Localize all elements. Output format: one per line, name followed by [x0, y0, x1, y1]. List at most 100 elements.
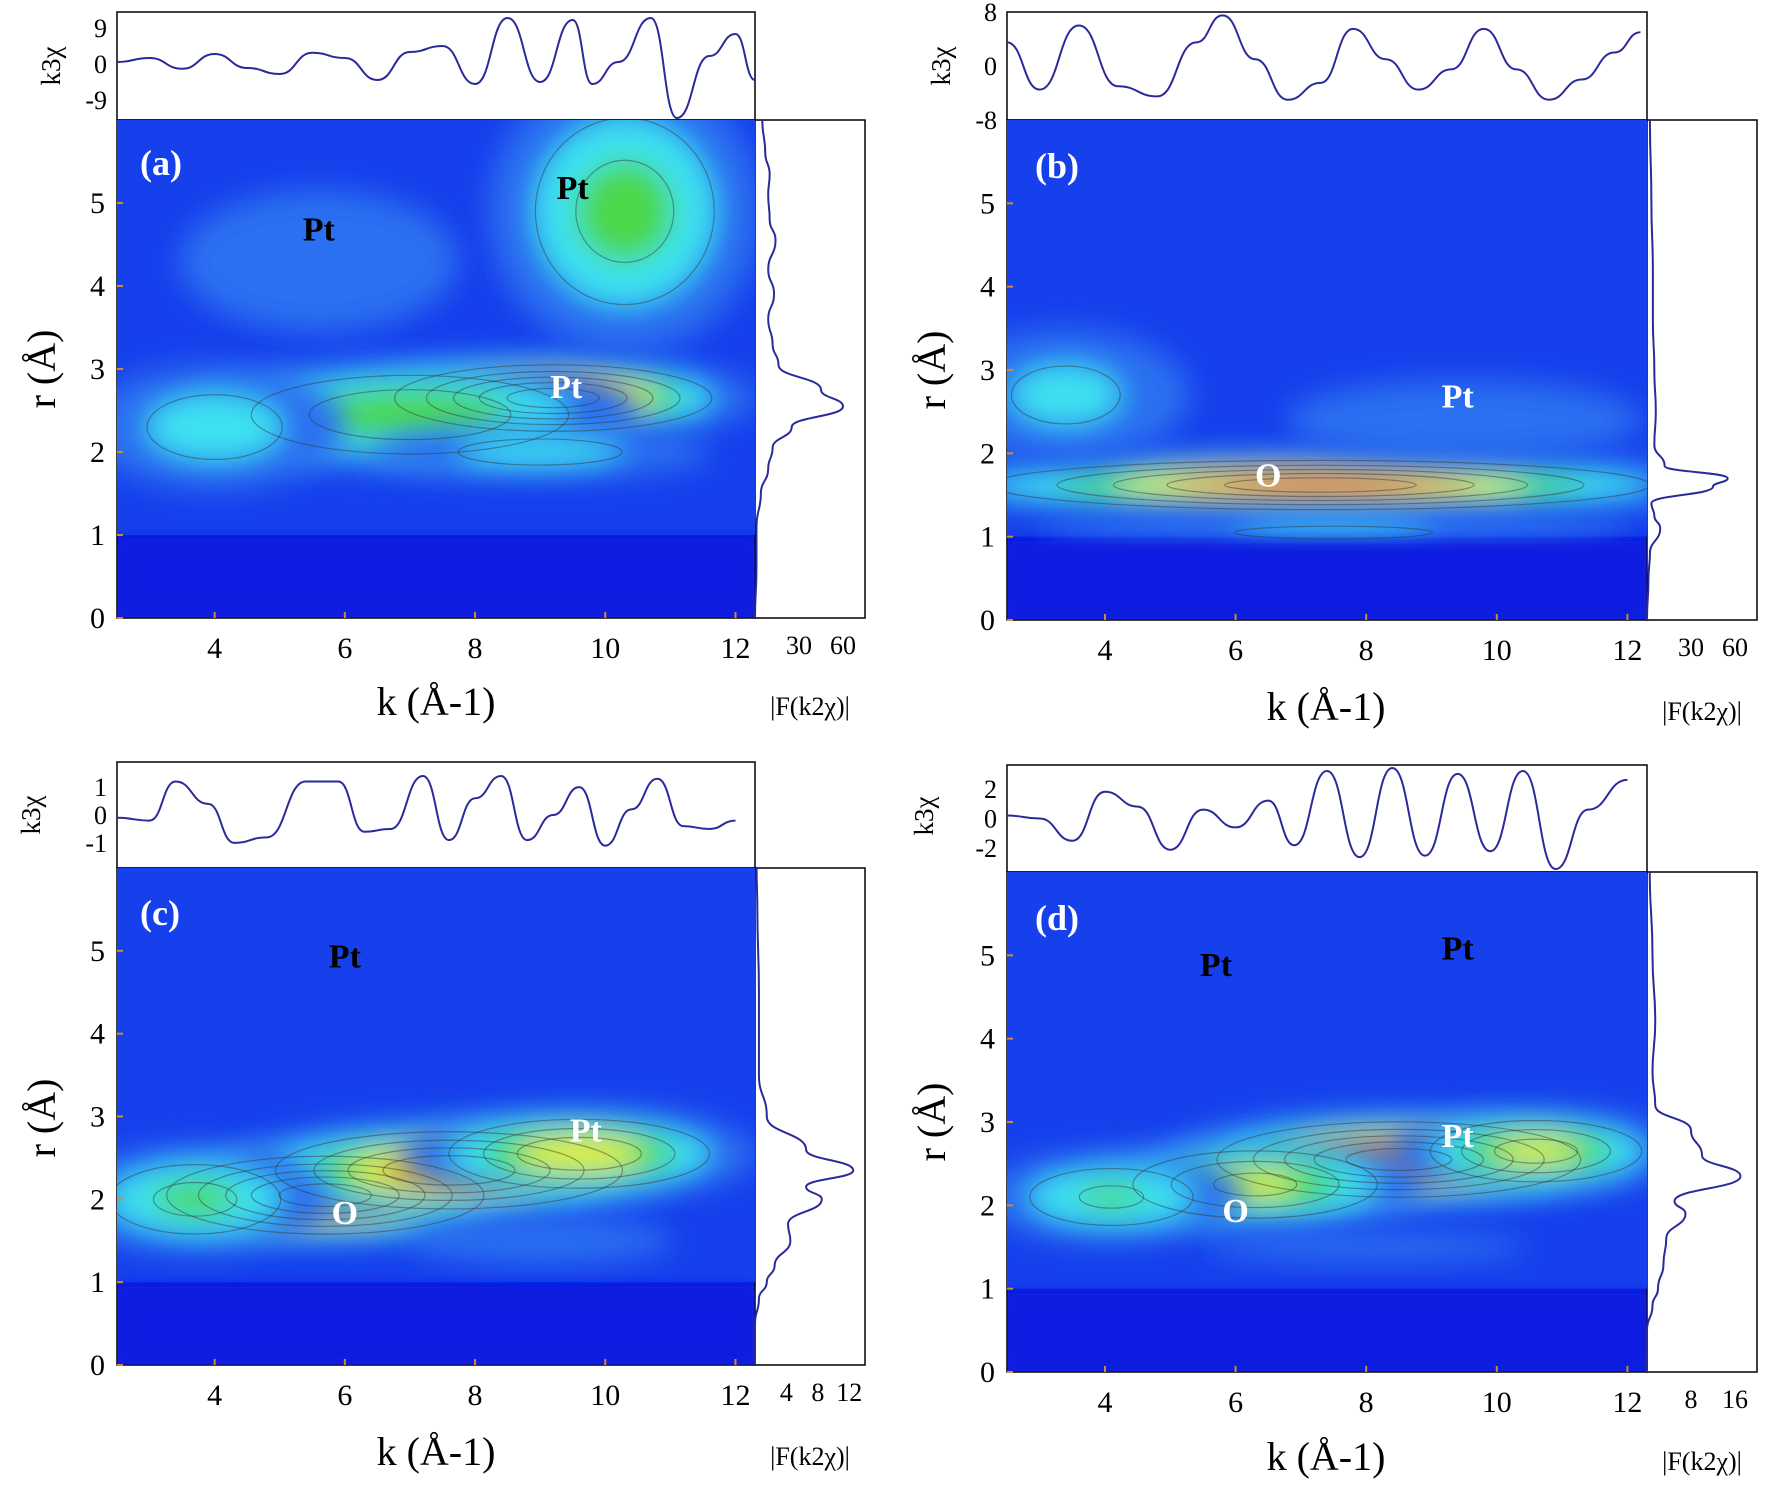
- k-axis-ticks: 4 6 8 10 12: [1097, 1366, 1642, 1419]
- contour-lines: [1029, 1119, 1643, 1227]
- x-tick-label: 8: [1359, 634, 1374, 667]
- x-tick-label: 8: [1359, 1386, 1374, 1419]
- y-tick-label: 5: [980, 187, 995, 220]
- wavelet-heatmap: [1007, 120, 1647, 620]
- x-tick-label: 8: [468, 632, 483, 665]
- heat-level-0: [1205, 1232, 1528, 1262]
- low-r-band: [117, 539, 755, 618]
- right-tick-label: 4: [780, 1378, 793, 1407]
- contour-ring: [1078, 1185, 1145, 1209]
- x-tick-label: 10: [1482, 634, 1512, 667]
- y-tick-label: 0: [980, 1356, 995, 1389]
- top-y-axis-label: k3χ: [16, 795, 46, 834]
- right-signal-frame: [1646, 119, 1758, 621]
- heat-hotspot: [117, 364, 345, 490]
- contour-ring: [197, 1163, 453, 1227]
- right-tick-label: 60: [1722, 633, 1748, 662]
- right-axis-label: |F(k2χ)|: [1662, 697, 1742, 726]
- top-tick-label: -9: [85, 86, 107, 115]
- y-tick-label: 3: [980, 1106, 995, 1139]
- heat-level-0: [1287, 380, 1641, 460]
- contour-ring: [1166, 472, 1475, 498]
- right-tick-label: 16: [1722, 1385, 1748, 1414]
- contour-ring: [1460, 1128, 1612, 1174]
- top-y-axis-label: k3χ: [36, 46, 66, 85]
- top-y-axis-label: k3χ: [909, 796, 939, 835]
- contour-ring: [534, 120, 715, 306]
- x-tick-label: 4: [207, 1379, 222, 1412]
- contour-ring: [146, 394, 283, 461]
- contour-ring: [152, 1181, 238, 1217]
- heat-hotspot: [1007, 329, 1190, 461]
- y-axis-label: r (Å): [19, 1079, 64, 1158]
- x-tick-label: 4: [1097, 634, 1112, 667]
- x-tick-label: 4: [207, 632, 222, 665]
- panel-letter: (d): [1035, 898, 1079, 938]
- contour-ring: [1429, 1119, 1643, 1183]
- peak-label: Pt: [557, 170, 590, 207]
- peak-label: Pt: [303, 211, 336, 248]
- x-tick-label: 4: [1097, 1386, 1112, 1419]
- heat-level-2: [153, 1182, 237, 1217]
- top-signal-frame: [1006, 764, 1648, 873]
- heat-level-5: [1224, 477, 1417, 493]
- panel-letter: (a): [140, 143, 182, 183]
- fourier-magnitude-line: [754, 867, 855, 1365]
- r-axis-ticks: 0 1 2 3 4 5: [980, 939, 1013, 1389]
- contour-ring: [1493, 1138, 1579, 1164]
- contour-ring: [457, 438, 623, 466]
- fourier-magnitude-line: [1646, 871, 1742, 1373]
- x-tick-label: 12: [720, 632, 750, 665]
- top-tick-label: 0: [94, 801, 107, 830]
- contour-ring: [1007, 459, 1647, 511]
- contour-ring: [225, 1170, 426, 1221]
- fourier-axis-ticks: 30 60: [786, 631, 856, 660]
- y-tick-label: 1: [90, 519, 105, 552]
- peak-annotations: Pt Pt Pt O: [1200, 931, 1474, 1231]
- heat-hotspot: [489, 120, 755, 353]
- heat-hotspot: [1388, 1108, 1647, 1194]
- contour-ring: [393, 364, 713, 432]
- panel-letter: (c): [140, 893, 180, 933]
- heat-hotspot: [1287, 380, 1641, 460]
- top-tick-label: 2: [984, 775, 997, 804]
- peak-label: Pt: [1442, 1118, 1475, 1155]
- heat-level-1: [1011, 366, 1121, 424]
- y-tick-label: 0: [90, 1349, 105, 1382]
- y-tick-label: 3: [90, 353, 105, 386]
- heat-hotspot: [401, 1106, 755, 1201]
- top-y-axis-label: k3χ: [926, 46, 956, 85]
- contour-ring: [274, 1131, 624, 1210]
- y-tick-label: 0: [980, 604, 995, 637]
- y-axis-label: r (Å): [909, 1083, 954, 1162]
- contour-lines: [117, 1118, 711, 1235]
- fourier-axis-ticks: 30 60: [1678, 633, 1748, 662]
- heat-hotspot: [1007, 453, 1647, 517]
- heat-hotspot: [1007, 1151, 1243, 1243]
- wavelet-heatmap: [117, 868, 755, 1365]
- k3chi-signal-line: [1006, 14, 1641, 101]
- contour-ring: [347, 1147, 551, 1194]
- contour-ring: [452, 376, 654, 420]
- peak-annotations: O Pt: [1255, 379, 1474, 495]
- contour-ring: [1056, 464, 1585, 506]
- k-axis-ticks: 4 6 8 10 12: [207, 612, 750, 665]
- x-tick-label: 12: [720, 1379, 750, 1412]
- x-tick-label: 10: [590, 632, 620, 665]
- heat-level-3: [1494, 1139, 1578, 1164]
- r-axis-ticks: 0 1 2 3 4 5: [980, 187, 1013, 637]
- contour-ring: [1233, 525, 1434, 540]
- peak-label: Pt: [570, 1112, 603, 1149]
- peak-label: Pt: [1442, 379, 1475, 416]
- contour-ring: [1313, 1141, 1485, 1178]
- right-axis-label: |F(k2χ)|: [770, 692, 850, 721]
- peak-label: Pt: [1200, 947, 1233, 984]
- r-axis-ticks: 0 1 2 3 4 5: [90, 187, 123, 635]
- k3chi-axis-ticks: 20-2: [975, 775, 997, 863]
- y-tick-label: 4: [980, 1023, 995, 1056]
- heat-level-3: [517, 1137, 642, 1171]
- heat-level-0: [407, 1218, 673, 1264]
